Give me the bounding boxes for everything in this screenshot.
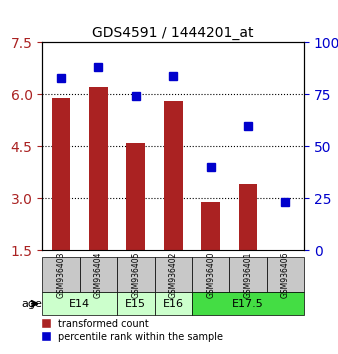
FancyBboxPatch shape bbox=[80, 257, 117, 292]
FancyBboxPatch shape bbox=[230, 257, 267, 292]
Text: GSM936400: GSM936400 bbox=[206, 251, 215, 298]
Bar bbox=[126, 143, 145, 250]
Text: E14: E14 bbox=[69, 299, 90, 309]
Text: GSM936402: GSM936402 bbox=[169, 251, 178, 298]
FancyBboxPatch shape bbox=[117, 257, 154, 292]
FancyBboxPatch shape bbox=[267, 257, 304, 292]
Bar bbox=[239, 184, 258, 250]
Text: GSM936403: GSM936403 bbox=[56, 251, 66, 298]
Text: E17.5: E17.5 bbox=[232, 299, 264, 309]
Bar bbox=[52, 98, 70, 250]
Text: GSM936405: GSM936405 bbox=[131, 251, 140, 298]
FancyBboxPatch shape bbox=[42, 257, 80, 292]
FancyBboxPatch shape bbox=[192, 292, 304, 315]
Title: GDS4591 / 1444201_at: GDS4591 / 1444201_at bbox=[93, 26, 254, 40]
Text: GSM936404: GSM936404 bbox=[94, 251, 103, 298]
Text: GSM936406: GSM936406 bbox=[281, 251, 290, 298]
Bar bbox=[201, 202, 220, 250]
FancyBboxPatch shape bbox=[154, 292, 192, 315]
FancyBboxPatch shape bbox=[117, 292, 154, 315]
Legend: transformed count, percentile rank within the sample: transformed count, percentile rank withi… bbox=[32, 315, 227, 346]
FancyBboxPatch shape bbox=[154, 257, 192, 292]
FancyBboxPatch shape bbox=[42, 292, 117, 315]
FancyBboxPatch shape bbox=[192, 257, 230, 292]
Text: E16: E16 bbox=[163, 299, 184, 309]
Text: GSM936401: GSM936401 bbox=[244, 251, 252, 298]
Bar bbox=[164, 101, 183, 250]
Text: E15: E15 bbox=[125, 299, 146, 309]
Bar bbox=[89, 87, 108, 250]
Text: age: age bbox=[21, 299, 42, 309]
